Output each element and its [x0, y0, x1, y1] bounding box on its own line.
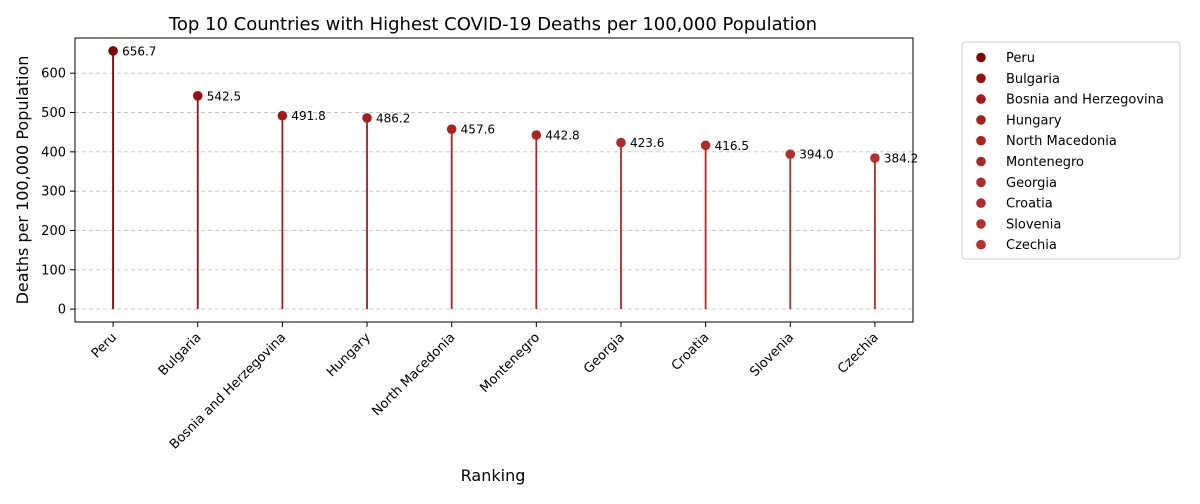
data-label: 416.5 [715, 139, 749, 153]
x-tick-label: Peru [89, 330, 120, 361]
stems [112, 50, 876, 310]
legend-marker [976, 219, 986, 229]
legend-marker [976, 115, 986, 125]
y-tick-label: 300 [41, 185, 66, 200]
y-tick-label: 600 [41, 67, 66, 82]
data-label: 486.2 [376, 111, 410, 125]
data-point [108, 46, 118, 56]
data-label: 656.7 [122, 44, 156, 58]
legend-marker [976, 198, 986, 208]
x-tick-label: Bulgaria [156, 330, 205, 379]
legend-label: North Macedonia [1006, 134, 1117, 149]
legend-label: Bosnia and Herzegovina [1006, 93, 1164, 108]
data-point [616, 137, 626, 148]
data-point [362, 113, 372, 123]
y-axis-label: Deaths per 100,000 Population [13, 56, 32, 305]
y-tick-label: 0 [58, 303, 66, 318]
data-label: 457.6 [461, 123, 495, 137]
y-tick-label: 100 [41, 263, 66, 278]
legend-label: Peru [1006, 51, 1035, 66]
grid-lines [75, 72, 913, 310]
value-labels: 656.7 542.5 491.8 486.2 457.6 442.8 423.6 416.5… [122, 44, 918, 165]
markers [108, 46, 880, 163]
data-label: 542.5 [207, 89, 241, 103]
legend-label: Georgia [1006, 176, 1057, 191]
x-tick-label: Czechia [835, 330, 882, 377]
data-point [785, 149, 796, 159]
legend-marker [976, 239, 986, 250]
data-point [192, 90, 203, 101]
data-point [446, 124, 457, 134]
y-axis-ticks: 0 100 200 300 400 500 600 [41, 67, 75, 318]
legend-marker [976, 52, 986, 63]
data-label: 442.8 [545, 128, 579, 142]
legend-label: Montenegro [1006, 155, 1084, 170]
legend-label: Croatia [1006, 197, 1053, 212]
data-point [277, 110, 288, 121]
data-point [870, 153, 880, 163]
legend-marker [976, 177, 986, 188]
x-axis-label: Ranking [461, 466, 526, 485]
x-tick-label: Slovenia [747, 330, 797, 380]
x-tick-label: Montenegro [477, 330, 543, 396]
data-label: 394.0 [799, 148, 833, 162]
chart-title: Top 10 Countries with Highest COVID-19 D… [168, 14, 817, 35]
data-label: 423.6 [630, 136, 664, 150]
legend-marker [976, 135, 986, 146]
data-point [531, 130, 542, 140]
legend-box [961, 41, 1181, 260]
legend-label: Hungary [1006, 113, 1062, 128]
legend-label: Slovenia [1006, 217, 1061, 232]
legend-marker [976, 156, 986, 167]
data-label: 491.8 [291, 109, 325, 123]
x-tick-label: Georgia [581, 330, 628, 377]
legend-label: Czechia [1006, 238, 1057, 253]
legend-marker [976, 73, 986, 84]
legend-label: Bulgaria [1006, 72, 1060, 87]
legend: Peru Bulgaria Bosnia and Herzegovina Hungar… [961, 41, 1181, 260]
x-tick-label: North Macedonia [370, 330, 459, 419]
x-tick-label: Hungary [324, 330, 374, 380]
plot-frame [74, 37, 914, 323]
x-tick-label: Croatia [669, 330, 713, 374]
y-tick-label: 400 [41, 145, 66, 160]
y-tick-label: 500 [41, 106, 66, 121]
y-tick-label: 200 [41, 224, 66, 239]
data-label: 384.2 [884, 152, 918, 166]
data-point [700, 140, 711, 151]
legend-marker [976, 94, 986, 104]
